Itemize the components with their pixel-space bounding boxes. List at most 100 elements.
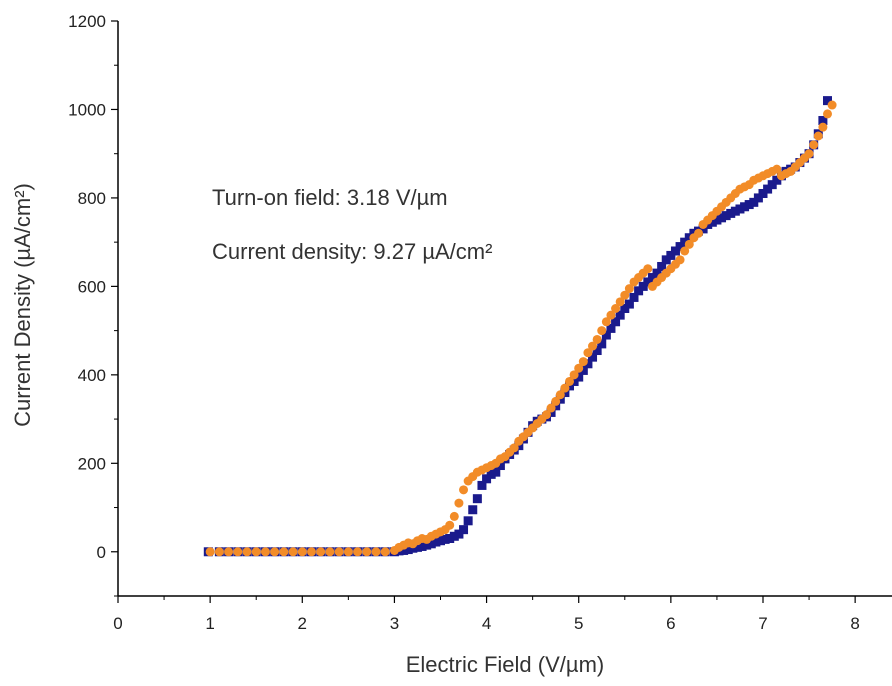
data-point-circle (597, 326, 607, 336)
data-point-square (597, 339, 607, 349)
data-point-square (730, 206, 740, 216)
data-point-square (472, 494, 482, 504)
series-1 (203, 96, 832, 557)
data-point-square (712, 215, 722, 225)
data-point-square (740, 202, 750, 212)
data-point-square (459, 525, 469, 535)
data-point-square (758, 189, 768, 198)
data-point-square (634, 286, 644, 296)
data-point-circle (809, 140, 819, 150)
data-point-circle (242, 547, 252, 557)
data-point-square (624, 299, 634, 309)
data-point-square (426, 539, 436, 549)
data-point-square (707, 217, 717, 227)
data-point-square (823, 96, 832, 106)
data-point-circle (565, 376, 574, 386)
y-tick-label: 800 (78, 189, 106, 208)
data-point-square (486, 469, 496, 479)
data-point-square (629, 292, 639, 302)
data-point-square (735, 204, 745, 214)
data-point-square (431, 537, 441, 547)
data-point-square (620, 304, 630, 313)
data-point-circle (316, 547, 326, 557)
y-tick-label: 1200 (68, 12, 106, 31)
data-point-circle (823, 109, 832, 119)
x-tick-label: 1 (205, 614, 214, 633)
data-point-circle (325, 547, 335, 557)
data-point-square (744, 200, 754, 210)
data-point-circle (233, 547, 243, 557)
data-point-square (675, 242, 685, 252)
data-point-square (569, 376, 579, 386)
x-tick-label: 2 (298, 614, 307, 633)
data-point-circle (334, 547, 344, 557)
data-point-circle (251, 547, 261, 557)
data-point-square (767, 180, 777, 190)
data-point-square (468, 505, 478, 515)
y-tick-label: 1000 (68, 100, 106, 119)
data-point-circle (551, 396, 561, 406)
data-point-circle (606, 310, 616, 320)
data-point-square (482, 474, 492, 484)
data-point-circle (449, 511, 459, 521)
data-point-circle (288, 547, 298, 557)
data-point-square (726, 208, 736, 218)
data-point-square (588, 352, 598, 362)
data-point-square (611, 317, 621, 327)
data-point-square (436, 536, 445, 546)
data-point-square (661, 255, 671, 265)
data-point-square (670, 246, 680, 256)
y-tick-label: 600 (78, 277, 106, 296)
data-point-circle (827, 100, 837, 110)
data-point-square (495, 461, 505, 471)
data-point-square (412, 542, 422, 552)
data-point-circle (560, 383, 570, 393)
plot-frame (117, 21, 892, 597)
data-point-circle (813, 131, 823, 141)
data-point-square (592, 346, 602, 356)
data-point-circle (279, 547, 289, 557)
data-point-square (647, 273, 657, 283)
data-point-circle (818, 122, 828, 132)
data-point-square (763, 184, 773, 194)
data-point-square (445, 534, 455, 543)
data-point-circle (459, 485, 469, 495)
data-point-circle (343, 547, 353, 557)
data-point-circle (624, 284, 634, 294)
data-point-circle (684, 239, 694, 249)
data-point-square (399, 545, 409, 555)
series-layer (203, 96, 837, 557)
turn-on-field-annotation: Turn-on field: 3.18 V/µm (212, 185, 448, 210)
data-point-circle (772, 164, 782, 174)
data-point-square (666, 250, 676, 260)
data-point-square (491, 467, 501, 477)
data-point-square (606, 323, 616, 333)
data-point-circle (574, 363, 584, 373)
series-2 (205, 100, 837, 557)
data-point-circle (362, 547, 372, 557)
data-point-circle (601, 317, 611, 327)
y-tick-label: 0 (97, 543, 106, 562)
data-point-square (684, 233, 694, 243)
data-point-circle (615, 297, 625, 307)
x-tick-label: 3 (390, 614, 399, 633)
data-point-circle (592, 334, 602, 344)
data-point-circle (270, 547, 280, 557)
y-tick-label: 200 (78, 454, 106, 473)
x-tick-label: 8 (850, 614, 859, 633)
ticks-layer: 0 1 2 3 4 5 6 7 8 0 200 400 600 800 1000 1200 (68, 12, 860, 633)
data-point-square (721, 211, 731, 221)
data-point-square (615, 310, 625, 320)
data-point-circle (694, 228, 703, 238)
data-point-square (638, 281, 648, 291)
data-point-square (422, 540, 432, 550)
data-point-circle (620, 290, 630, 300)
data-point-square (717, 213, 727, 223)
data-point-circle (445, 520, 455, 530)
data-point-square (417, 541, 427, 551)
data-point-circle (569, 370, 579, 380)
data-point-circle (643, 264, 653, 274)
data-point-square (454, 529, 464, 539)
y-axis-title: Current Density (µA/cm²) (10, 183, 35, 427)
